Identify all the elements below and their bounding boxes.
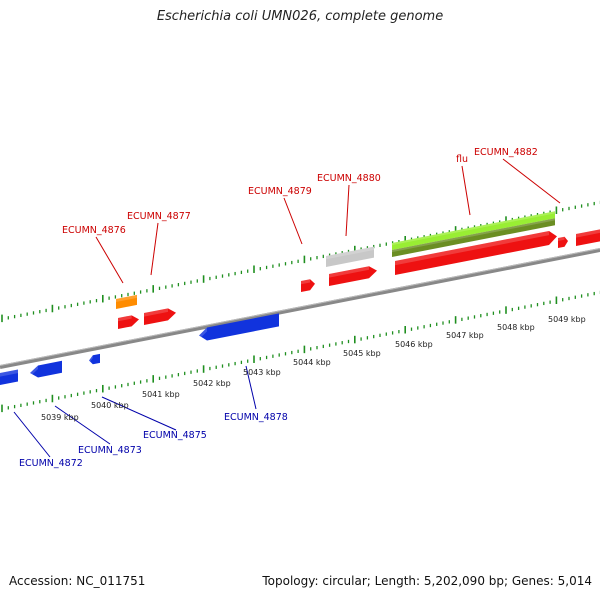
leader-ecumn-4872 bbox=[13, 411, 51, 458]
gene-ecumn-4878 bbox=[199, 313, 279, 341]
position-label: 5045 kbp bbox=[343, 349, 381, 358]
map-title: Escherichia coli UMN026, complete genome bbox=[156, 9, 444, 24]
position-label: 5046 kbp bbox=[395, 340, 433, 349]
gene-label-ecumn-4872[interactable]: ECUMN_4872 bbox=[19, 458, 83, 469]
position-label: 5039 kbp bbox=[41, 413, 79, 422]
gene-ecumn-4873-highlight bbox=[30, 365, 38, 377]
leader-ecumn-4877 bbox=[150, 222, 159, 276]
feature-lime-highlight bbox=[392, 211, 555, 246]
leader-ecumn-4880 bbox=[345, 184, 350, 237]
gene-ecumn-4875-highlight bbox=[89, 355, 93, 364]
gene-label-ecumn-4875[interactable]: ECUMN_4875 bbox=[143, 430, 207, 441]
feature-gray-highlight bbox=[326, 246, 374, 260]
gene-ecumn-4875 bbox=[89, 353, 100, 365]
gene-label-ecumn-4873[interactable]: ECUMN_4873 bbox=[78, 445, 142, 456]
position-label: 5043 kbp bbox=[243, 368, 281, 377]
gene-ecumn-4883-highlight bbox=[576, 229, 600, 238]
gene-ecumn-4880-highlight bbox=[329, 266, 369, 278]
position-label: 5048 kbp bbox=[497, 323, 535, 332]
gene-ecumn-4876 bbox=[118, 315, 139, 329]
feature-gray bbox=[326, 246, 374, 267]
gene-label-ecumn-4880[interactable]: ECUMN_4880 bbox=[317, 173, 381, 184]
feature-orange-highlight bbox=[116, 294, 137, 302]
gene-flu-highlight bbox=[395, 230, 549, 266]
feature-olive bbox=[392, 218, 555, 257]
gene-ecumn-4882-highlight bbox=[558, 236, 565, 241]
leader-flu bbox=[461, 165, 471, 216]
gene-ecumn-4879 bbox=[301, 279, 315, 292]
genome-backbone-highlight bbox=[0, 248, 600, 366]
gene-flu bbox=[395, 230, 557, 275]
gene-label-flu[interactable]: flu bbox=[456, 154, 468, 165]
gene-label-ecumn-4876[interactable]: ECUMN_4876 bbox=[62, 225, 126, 236]
gene-features bbox=[0, 211, 600, 385]
genome-summary-text: Topology: circular; Length: 5,202,090 bp… bbox=[262, 574, 592, 588]
leader-ecumn-4882 bbox=[502, 158, 561, 204]
gene-ecumn-4880 bbox=[329, 266, 377, 286]
feature-orange bbox=[116, 294, 137, 309]
gene-ecumn-4877 bbox=[144, 308, 176, 325]
gene-label-ecumn-4879[interactable]: ECUMN_4879 bbox=[248, 186, 312, 197]
genome-backbone bbox=[0, 248, 600, 369]
leader-ecumn-4875 bbox=[101, 396, 177, 431]
gene-ecumn-4878-highlight bbox=[199, 327, 207, 340]
position-label: 5049 kbp bbox=[548, 315, 586, 324]
gene-label-ecumn-4877[interactable]: ECUMN_4877 bbox=[127, 211, 191, 222]
gene-ecumn-4879-highlight bbox=[301, 279, 311, 285]
reverse-strand-ticks bbox=[1, 290, 600, 413]
feature-lime bbox=[392, 211, 555, 250]
position-label: 5047 kbp bbox=[446, 331, 484, 340]
gene-ecumn-4883 bbox=[576, 229, 600, 246]
position-label: 5042 kbp bbox=[193, 379, 231, 388]
position-label: 5041 kbp bbox=[142, 390, 180, 399]
forward-strand-ticks bbox=[1, 200, 600, 323]
label-leader-lines bbox=[13, 158, 561, 458]
position-label: 5044 kbp bbox=[293, 358, 331, 367]
gene-label-ecumn-4878[interactable]: ECUMN_4878 bbox=[224, 412, 288, 423]
gene-ecumn-4876-highlight bbox=[118, 315, 132, 322]
gene-ecumn-4872-highlight bbox=[0, 369, 18, 377]
gene-ecumn-4882 bbox=[558, 236, 568, 248]
feature-olive-highlight bbox=[392, 218, 555, 253]
gene-ecumn-4877-highlight bbox=[144, 308, 168, 317]
leader-ecumn-4876 bbox=[95, 236, 124, 284]
accession-text: Accession: NC_011751 bbox=[9, 574, 146, 588]
leader-ecumn-4879 bbox=[283, 197, 303, 245]
gene-label-ecumn-4882[interactable]: ECUMN_4882 bbox=[474, 147, 538, 158]
leader-ecumn-4878 bbox=[245, 365, 257, 410]
leader-ecumn-4873 bbox=[54, 405, 111, 445]
position-label: 5040 kbp bbox=[91, 401, 129, 410]
gene-ecumn-4872 bbox=[0, 369, 18, 385]
gene-ecumn-4873 bbox=[30, 360, 62, 378]
